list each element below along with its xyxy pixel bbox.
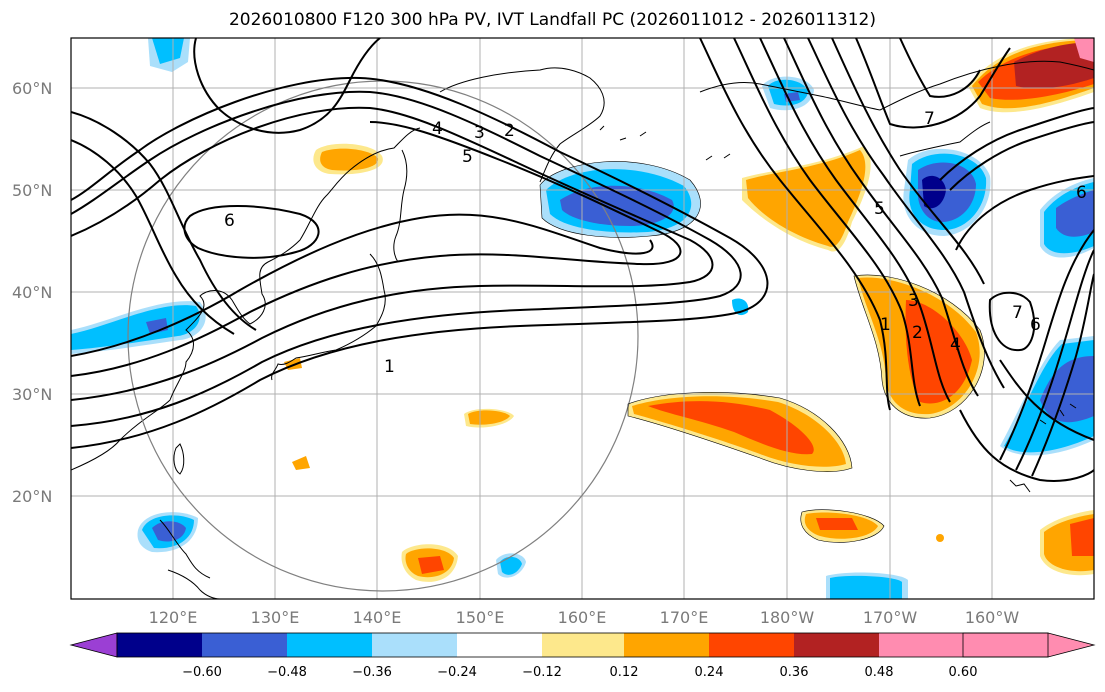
lat-label: 30°N <box>12 385 52 404</box>
colorbar-tick-labels: −0.60 −0.48 −0.36 −0.24 −0.12 0.12 0.24 … <box>182 665 977 680</box>
lon-label: 160°W <box>965 608 1020 627</box>
contour-label: 7 <box>1012 303 1023 323</box>
colorbar-left-arrow <box>69 632 118 658</box>
contour-label: 2 <box>504 121 515 141</box>
map-title: 2026010800 F120 300 hPa PV, IVT Landfall… <box>228 10 876 30</box>
contour-label: 3 <box>474 123 485 143</box>
lon-label: 160°E <box>558 608 607 627</box>
colorbar-tick: 0.12 <box>610 665 639 680</box>
lon-label: 120°E <box>149 608 198 627</box>
contour-label: 1 <box>880 315 891 335</box>
colorbar-segment <box>709 633 794 657</box>
lon-label: 130°E <box>251 608 300 627</box>
colorbar-tick: −0.48 <box>267 665 307 680</box>
lon-label: 180°W <box>760 608 815 627</box>
colorbar-tick: −0.24 <box>437 665 477 680</box>
lon-label: 140°E <box>353 608 402 627</box>
contour-label: 1 <box>384 357 395 377</box>
latitude-labels: 60°N 50°N 40°N 30°N 20°N <box>12 79 52 506</box>
lon-label: 150°E <box>456 608 505 627</box>
contour-label: 7 <box>924 109 935 129</box>
contour-label: 5 <box>874 199 885 219</box>
colorbar-segment <box>879 633 963 657</box>
colorbar-tick: −0.12 <box>522 665 562 680</box>
lat-label: 40°N <box>12 283 52 302</box>
colorbar-tick: −0.36 <box>352 665 392 680</box>
contour-label-group: 1 1 2 2 3 3 4 4 5 5 6 6 6 7 7 <box>224 109 1087 377</box>
colorbar-tick: −0.60 <box>182 665 222 680</box>
colorbar-segment <box>457 633 542 657</box>
colorbar: −0.60 −0.48 −0.36 −0.24 −0.12 0.12 0.24 … <box>69 632 1096 680</box>
contour-label: 6 <box>1076 183 1087 203</box>
longitude-labels: 120°E 130°E 140°E 150°E 160°E 170°E 180°… <box>149 608 1020 627</box>
contour-label: 4 <box>950 335 961 355</box>
contour-label: 6 <box>224 211 235 231</box>
lat-label: 20°N <box>12 487 52 506</box>
pv-contours <box>71 38 1094 482</box>
anomaly-outline <box>539 161 985 543</box>
lat-label: 60°N <box>12 79 52 98</box>
contour-label: 2 <box>912 323 923 343</box>
colorbar-tick: 0.36 <box>780 665 809 680</box>
lat-label: 50°N <box>12 181 52 200</box>
colorbar-tick: 0.24 <box>695 665 724 680</box>
colorbar-segment <box>287 633 372 657</box>
colorbar-segment <box>624 633 709 657</box>
contour-label: 5 <box>462 147 473 167</box>
contour-label: 6 <box>1030 315 1041 335</box>
colorbar-segment <box>117 633 202 657</box>
colorbar-tick: 0.60 <box>949 665 978 680</box>
colorbar-segment <box>542 633 624 657</box>
colorbar-segment <box>202 633 287 657</box>
plot-frame <box>70 37 1095 600</box>
lon-label: 170°W <box>863 608 918 627</box>
colorbar-right-arrow <box>962 632 1096 658</box>
colorbar-tick: 0.48 <box>865 665 894 680</box>
colorbar-segment <box>794 633 879 657</box>
coastlines <box>71 60 1094 599</box>
lon-label: 170°E <box>660 608 709 627</box>
contour-label: 4 <box>432 119 443 139</box>
colorbar-segment <box>372 633 457 657</box>
contour-label: 3 <box>908 291 919 311</box>
